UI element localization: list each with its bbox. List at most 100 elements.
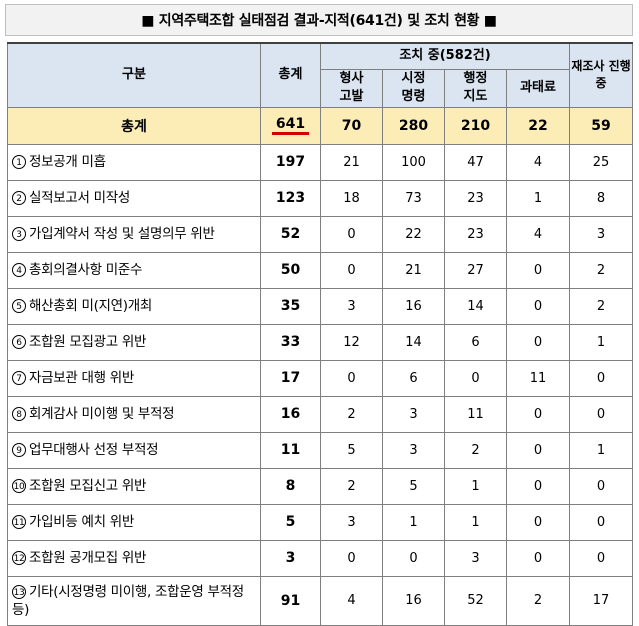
cell-criminal: 0 [320,251,383,289]
row-label-text: 가입비등 예치 위반 [29,514,134,530]
circled-number: 11 [12,515,26,529]
table-row: 4 총회의결사항 미준수 50 0 21 27 0 2 [7,251,634,289]
row-label-text: 해산총회 미(지연)개최 [29,298,153,314]
row-label: 2 실적보고서 미작성 [7,179,261,217]
cell-guidance: 2 [444,431,507,469]
circled-number: 10 [12,479,26,493]
row-label-text: 정보공개 미흡 [29,154,106,170]
cell-reinspection: 8 [569,179,634,217]
cell-fine: 0 [505,395,571,433]
cell-fine: 0 [505,251,571,289]
row-label: 10 조합원 모집신고 위반 [7,467,261,505]
row-label-text: 조합원 모집광고 위반 [29,334,147,350]
cell-reinspection: 17 [569,575,634,626]
row-label-text: 가입계약서 작성 및 설명의무 위반 [29,226,215,242]
cell-criminal: 3 [320,287,383,325]
cell-reinspection: 0 [569,359,634,397]
circled-number: 12 [12,551,26,565]
table-row: 3 가입계약서 작성 및 설명의무 위반 52 0 22 23 4 3 [7,215,634,253]
cell-guidance: 3 [444,539,507,577]
table-row: 9 업무대행사 선정 부적정 11 5 3 2 0 1 [7,431,634,469]
table-title: ■ 지역주택조합 실태점검 결과-지적(641건) 및 조치 현황 ■ [5,4,633,36]
cell-reinspection: 25 [569,143,634,181]
total-guidance: 210 [444,106,507,145]
cell-criminal: 3 [320,503,383,541]
cell-fine: 4 [505,215,571,253]
row-label-text: 기타(시정명령 미이행, 조합운영 부적정 등) [12,583,244,618]
row-label-text: 조합원 공개모집 위반 [29,550,147,566]
table-row: 8 회계감사 미이행 및 부적정 16 2 3 11 0 0 [7,395,634,433]
cell-fine: 0 [505,503,571,541]
row-label: 8 회계감사 미이행 및 부적정 [7,395,261,433]
table-row: 5 해산총회 미(지연)개최 35 3 16 14 0 2 [7,287,634,325]
cell-criminal: 12 [320,323,383,361]
table-row: 13 기타(시정명령 미이행, 조합운영 부적정 등) 91 4 16 52 2 17 [7,575,634,626]
cell-guidance: 23 [444,215,507,253]
cell-reinspection: 3 [569,215,634,253]
cell-fine: 0 [505,539,571,577]
table-row: 11 가입비등 예치 위반 5 3 1 1 0 0 [7,503,634,541]
row-label: 4 총회의결사항 미준수 [7,251,261,289]
total-count: 641 [260,106,321,145]
cell-fine: 11 [505,359,571,397]
cell-reinspection: 0 [569,467,634,505]
circled-number: 1 [12,155,26,169]
cell-total: 50 [260,251,321,289]
cell-fine: 0 [505,467,571,505]
cell-total: 35 [260,287,321,325]
cell-criminal: 18 [320,179,383,217]
cell-guidance: 52 [444,575,507,626]
cell-total: 17 [260,359,321,397]
cell-fine: 1 [505,179,571,217]
cell-corrective: 100 [382,143,445,181]
row-label-text: 총회의결사항 미준수 [29,262,143,278]
cell-total: 91 [260,575,321,626]
cell-guidance: 47 [444,143,507,181]
cell-total: 5 [260,503,321,541]
row-label: 6 조합원 모집광고 위반 [7,323,261,361]
cell-guidance: 11 [444,395,507,433]
row-label: 5 해산총회 미(지연)개최 [7,287,261,325]
cell-criminal: 5 [320,431,383,469]
cell-criminal: 0 [320,359,383,397]
total-reinspection: 59 [569,106,634,145]
table-row: 1 정보공개 미흡 197 21 100 47 4 25 [7,143,634,181]
cell-guidance: 14 [444,287,507,325]
row-label-text: 업무대행사 선정 부적정 [29,442,159,458]
cell-criminal: 0 [320,215,383,253]
cell-total: 11 [260,431,321,469]
table-row: 10 조합원 모집신고 위반 8 2 5 1 0 0 [7,467,634,505]
cell-reinspection: 1 [569,431,634,469]
header-total: 총계 [260,42,321,108]
cell-guidance: 6 [444,323,507,361]
cell-reinspection: 2 [569,251,634,289]
cell-criminal: 21 [320,143,383,181]
circled-number: 2 [12,191,26,205]
circled-number: 8 [12,407,26,421]
row-label-text: 실적보고서 미작성 [29,190,130,206]
cell-reinspection: 0 [569,395,634,433]
cell-guidance: 1 [444,467,507,505]
table-row: 6 조합원 모집광고 위반 33 12 14 6 0 1 [7,323,634,361]
header-guidance: 행정 지도 [444,68,507,108]
row-label: 1 정보공개 미흡 [7,143,261,181]
cell-total: 52 [260,215,321,253]
cell-criminal: 4 [320,575,383,626]
row-label: 12 조합원 공개모집 위반 [7,539,261,577]
cell-corrective: 3 [382,431,445,469]
cell-fine: 0 [505,287,571,325]
row-label: 9 업무대행사 선정 부적정 [7,431,261,469]
cell-guidance: 27 [444,251,507,289]
table-row: 2 실적보고서 미작성 123 18 73 23 1 8 [7,179,634,217]
cell-corrective: 3 [382,395,445,433]
header-category: 구분 [7,42,261,108]
cell-reinspection: 1 [569,323,634,361]
cell-criminal: 2 [320,467,383,505]
cell-corrective: 1 [382,503,445,541]
cell-total: 16 [260,395,321,433]
circled-number: 13 [12,584,26,599]
cell-guidance: 0 [444,359,507,397]
header-reinspection: 재조사 진행중 [569,42,634,108]
cell-reinspection: 2 [569,287,634,325]
row-label-text: 회계감사 미이행 및 부적정 [29,406,175,422]
